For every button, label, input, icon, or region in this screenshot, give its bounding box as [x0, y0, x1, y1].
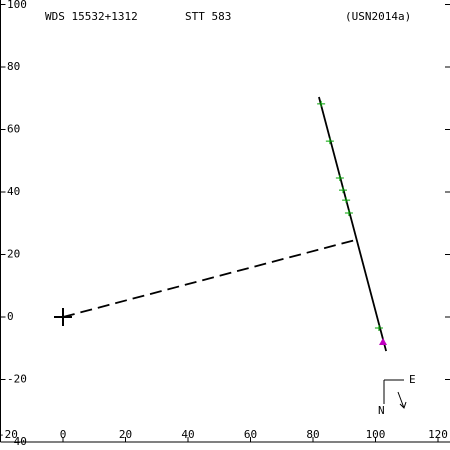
y-tick-label: 80: [7, 60, 20, 73]
x-tick-label: 0: [60, 428, 67, 441]
x-tick-label: 120: [428, 428, 448, 441]
x-tick-label: 80: [306, 428, 319, 441]
y-tick-label: 100: [7, 0, 27, 11]
reference: (USN2014a): [345, 10, 411, 23]
y-tick-label: 40: [7, 185, 20, 198]
x-tick-label: 20: [119, 428, 132, 441]
x-tick-label: 60: [244, 428, 257, 441]
observation: [317, 100, 326, 107]
compass: E N: [378, 373, 416, 417]
y-tick-label: -40: [7, 435, 27, 448]
chart-title: WDS 15532+1312: [45, 10, 138, 23]
x-tick-label: 100: [366, 428, 386, 441]
orbit-line: [62, 239, 356, 318]
observation: [325, 138, 334, 145]
x-tick-label: 40: [181, 428, 194, 441]
y-tick-label: 20: [7, 248, 20, 261]
observation: [335, 174, 344, 181]
y-tick-label: 60: [7, 123, 20, 136]
predicted-position: [379, 338, 387, 345]
chart-subtitle: STT 583: [185, 10, 231, 23]
observation: [342, 197, 351, 204]
observation: [344, 209, 353, 216]
motion-arrow: [397, 391, 407, 409]
x-tick-label: -20: [0, 428, 18, 441]
observation: [374, 324, 383, 331]
primary-star: [54, 308, 72, 326]
y-tick-label: -20: [7, 373, 27, 386]
compass-north: N: [378, 404, 385, 417]
observation: [339, 187, 347, 194]
y-tick-label: 0: [7, 310, 14, 323]
compass-east: E: [409, 373, 416, 386]
